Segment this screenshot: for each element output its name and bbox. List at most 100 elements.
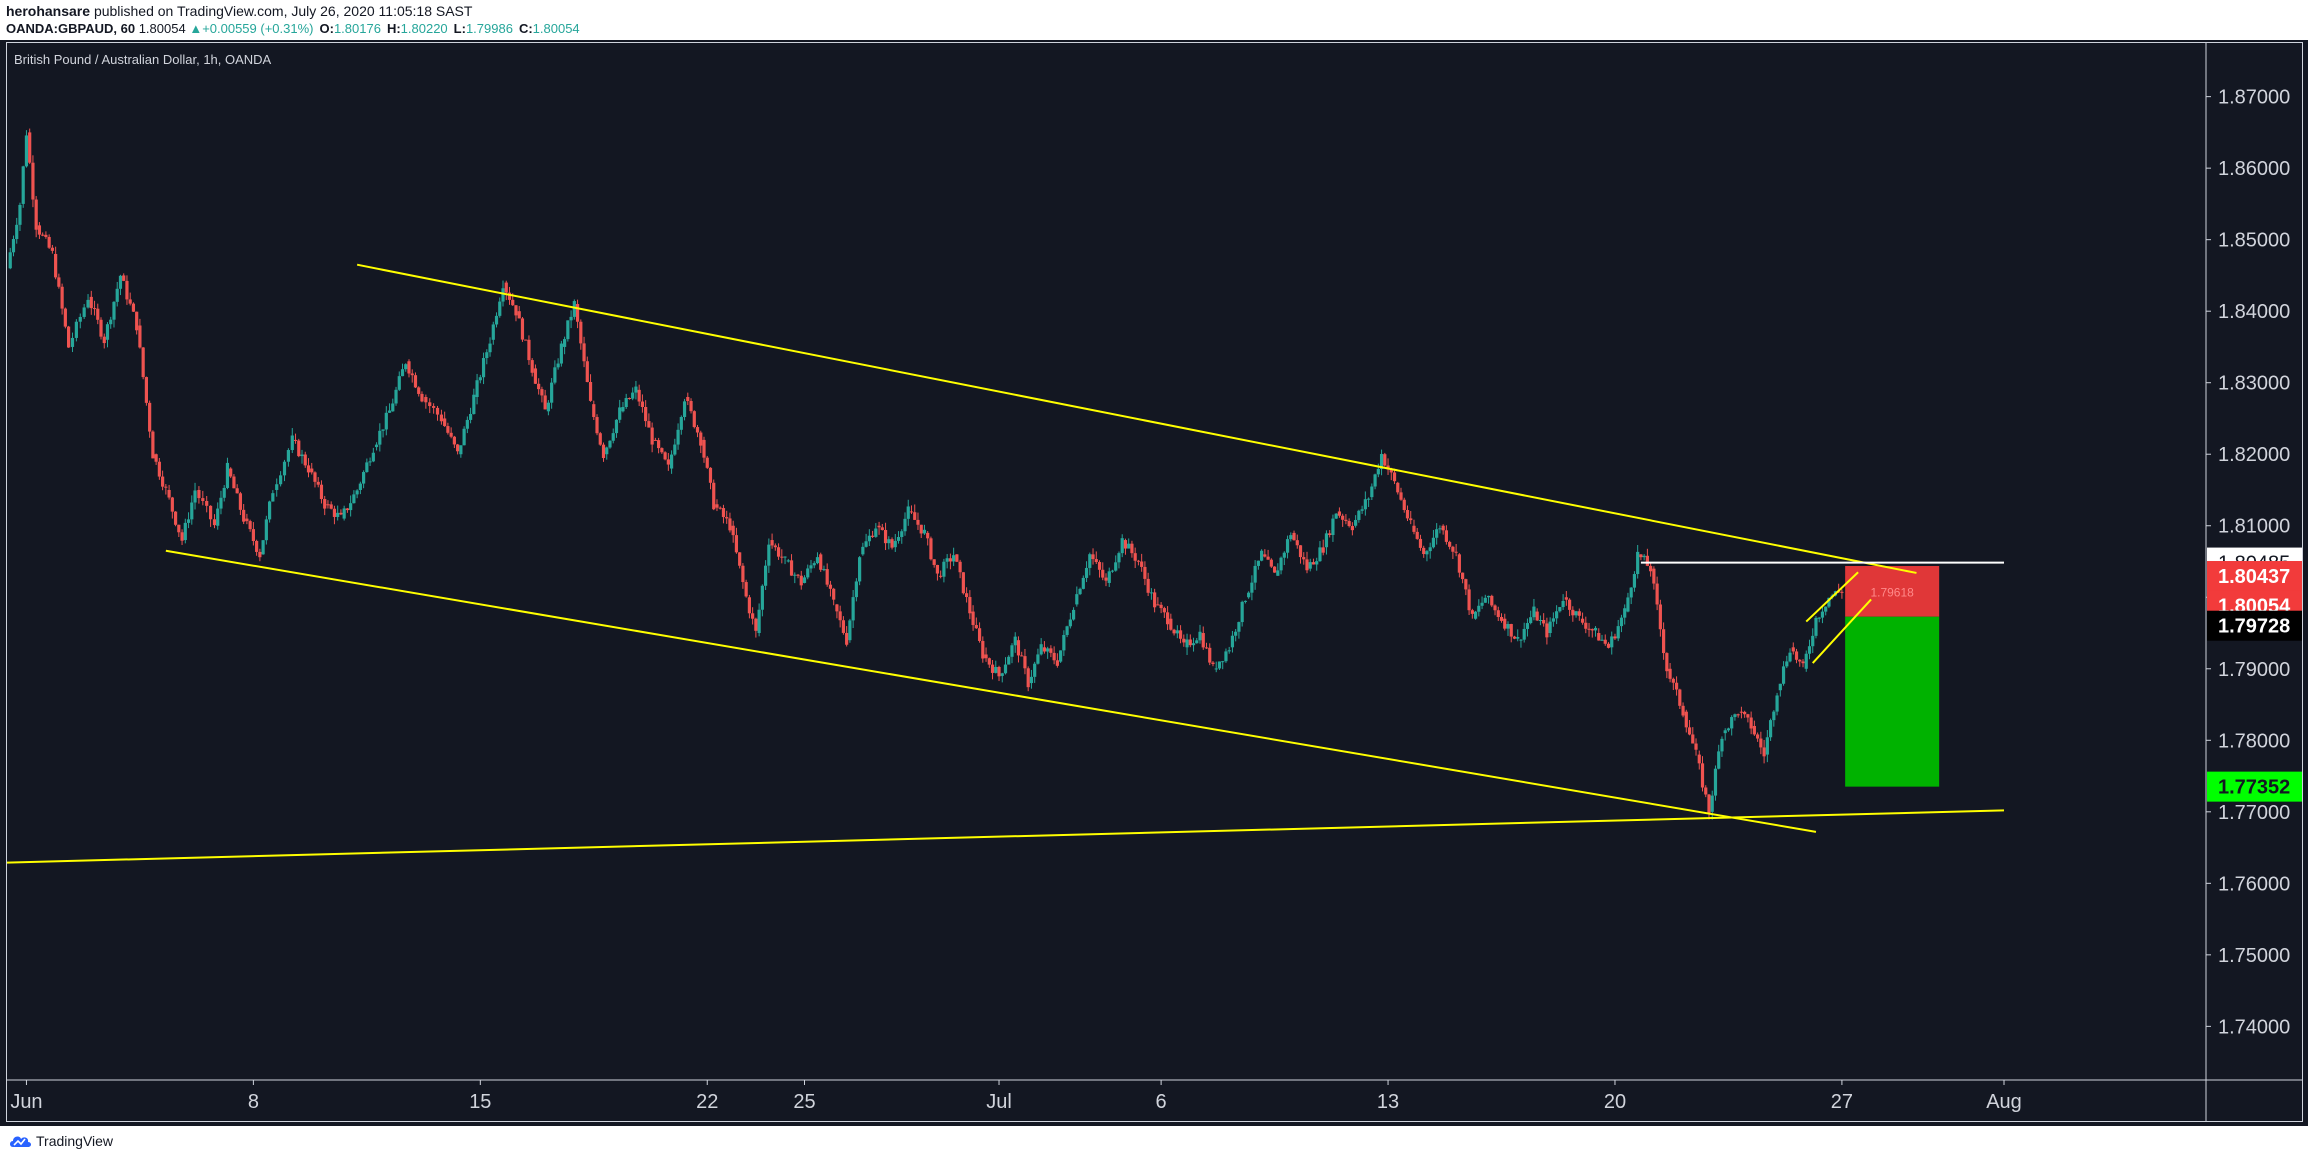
candle-body: [977, 628, 982, 641]
candle-body: [987, 658, 991, 665]
candle-body: [1480, 602, 1484, 606]
candle-body: [336, 512, 340, 517]
candle-body: [1188, 639, 1192, 646]
candle-body: [1123, 540, 1128, 549]
candle-body: [1191, 643, 1196, 646]
publish-footer: TradingView: [0, 1126, 2308, 1160]
candle-body: [319, 484, 324, 500]
candle-body: [1376, 468, 1380, 475]
candle-body: [550, 382, 554, 403]
candle-body: [1652, 568, 1656, 584]
candle-body: [122, 275, 126, 281]
candle-body: [60, 286, 64, 309]
candle-body: [161, 476, 165, 487]
candle-body: [945, 558, 949, 562]
candle-body: [618, 407, 622, 420]
price-badge-target: [2207, 771, 2303, 802]
candle-body: [112, 301, 116, 320]
candle-body: [1473, 611, 1478, 619]
candle-body: [718, 507, 722, 509]
candle-body: [310, 468, 314, 473]
candle-body: [371, 452, 375, 462]
candle-body: [1075, 594, 1079, 605]
candle-body: [890, 539, 894, 548]
candle-body: [984, 654, 988, 659]
candle-body: [563, 339, 567, 347]
candle-body: [994, 666, 998, 673]
time-tick-label: 22: [696, 1091, 718, 1113]
candle-body: [1415, 531, 1419, 539]
candle-body: [1240, 601, 1244, 623]
candle-body: [1224, 651, 1228, 662]
candle-body: [50, 247, 54, 251]
published-text: published on TradingView.com, July 26, 2…: [93, 3, 473, 19]
candle-body: [1723, 730, 1727, 734]
candle-body: [190, 502, 194, 520]
candle-body: [368, 461, 372, 463]
candle-body: [1409, 518, 1413, 521]
symbol-label: OANDA:GBPAUD, 60: [6, 21, 136, 36]
candle-body: [47, 236, 51, 248]
change-arrow-icon: ▲: [189, 21, 203, 36]
candle-body: [1169, 618, 1173, 630]
candle-body: [449, 432, 453, 437]
time-tick-label: 6: [1156, 1091, 1167, 1113]
candle-body: [556, 363, 560, 368]
candle-body: [1506, 624, 1510, 629]
candle-body: [1260, 550, 1264, 561]
candle-body: [725, 517, 729, 519]
candle-body: [809, 565, 813, 569]
candle-body: [689, 401, 693, 412]
candle-body: [1811, 635, 1815, 647]
candle-body: [896, 537, 901, 541]
candle-body: [74, 321, 78, 338]
candle-body: [1791, 647, 1795, 652]
candle-body: [1360, 509, 1364, 511]
pane-title: British Pound / Australian Dollar, 1h, O…: [14, 52, 272, 67]
candle-body: [381, 429, 385, 431]
candle-body: [1759, 738, 1763, 748]
candle-body: [867, 535, 871, 542]
candle-body: [887, 539, 891, 544]
candle-body: [870, 535, 875, 537]
candle-body: [271, 493, 275, 502]
candle-body: [1765, 737, 1769, 755]
candle-body: [1198, 631, 1202, 641]
candle-body: [699, 432, 703, 446]
candle-body: [1470, 610, 1474, 614]
candle-body: [186, 519, 191, 523]
take-profit-zone: [1845, 616, 1940, 787]
candle-body: [1503, 618, 1507, 629]
candle-body: [948, 558, 952, 562]
candle-body: [734, 535, 739, 553]
candle-body: [1165, 612, 1170, 625]
candle-body: [1204, 647, 1209, 649]
candle-body: [605, 447, 609, 455]
candle-body: [741, 565, 745, 583]
candle-body: [893, 540, 897, 548]
candle-body: [822, 569, 826, 571]
candle-body: [219, 497, 223, 509]
tradingview-brand[interactable]: TradingView: [8, 1132, 113, 1150]
candle-body: [1522, 628, 1526, 640]
candle-body: [1107, 571, 1111, 583]
candle-body: [1743, 711, 1747, 715]
candle-body: [1046, 648, 1050, 652]
candle-body: [511, 299, 515, 306]
channel-upper-line: [356, 263, 1917, 574]
author-name[interactable]: herohansare: [6, 3, 91, 19]
candle-body: [1730, 717, 1734, 729]
candle-body: [34, 199, 38, 230]
candle-body: [1516, 637, 1520, 639]
candle-body: [537, 383, 541, 390]
candle-body: [1532, 606, 1536, 618]
candle-body: [692, 411, 696, 428]
candle-body: [1302, 557, 1306, 560]
price-chart[interactable]: 1.79618 1.87000 1.86000 1.85000 1.84000 1.830…: [0, 0, 2308, 1126]
candle-body: [1078, 588, 1082, 595]
candle-body: [906, 506, 910, 519]
candle-body: [1211, 662, 1215, 665]
candle-body: [1587, 628, 1591, 630]
candle-body: [459, 445, 463, 455]
price-tick-label: 1.76000: [2218, 873, 2290, 895]
